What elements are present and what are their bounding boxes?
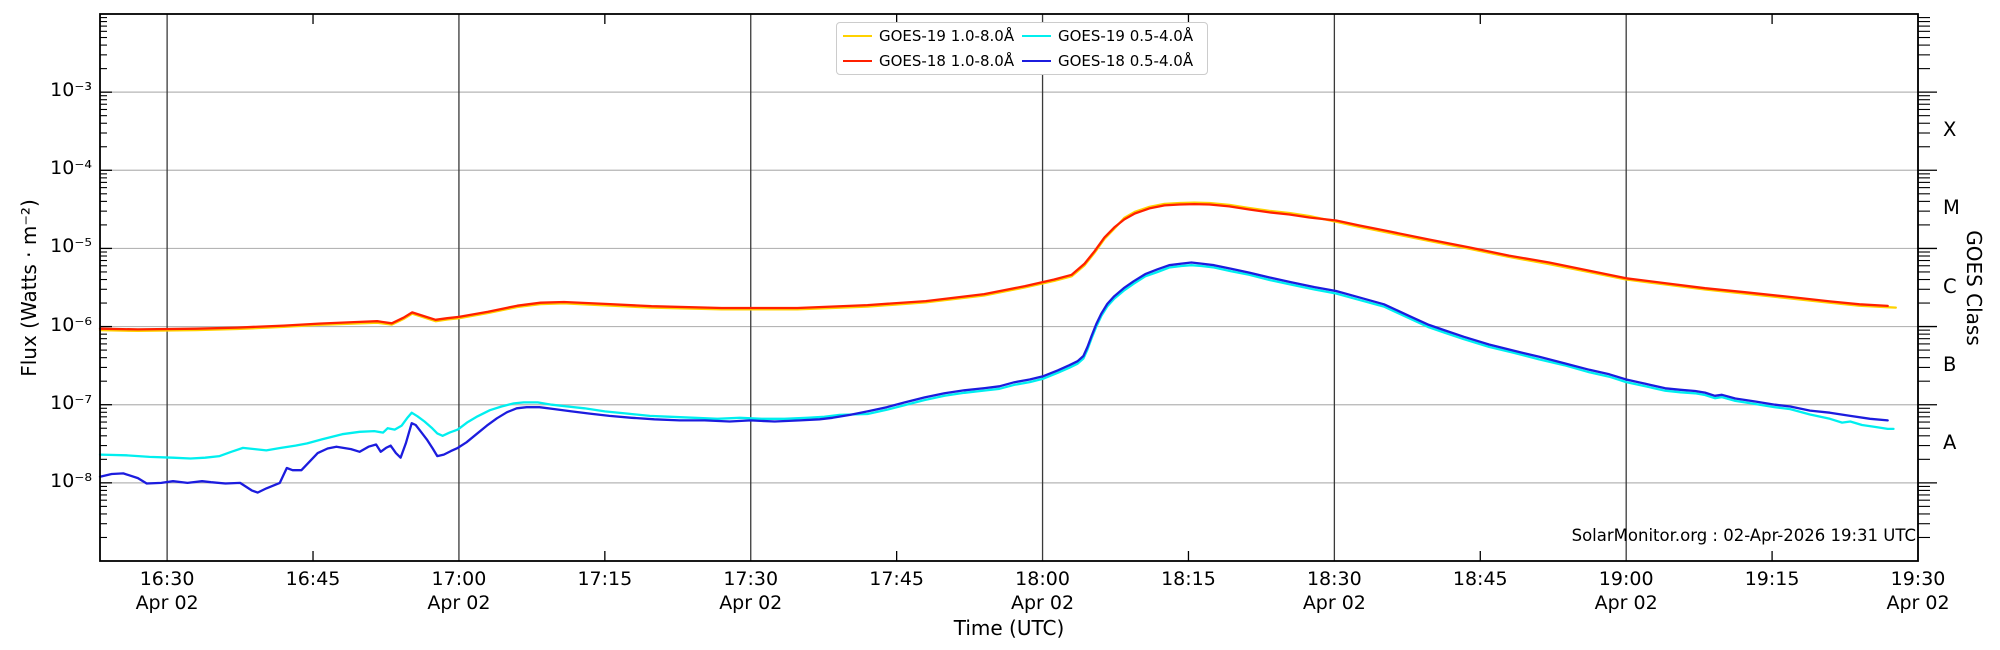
goes-class-label: A: [1943, 430, 1957, 454]
x-tick-date-label: Apr 02: [427, 592, 491, 614]
x-tick-label: 16:30: [139, 568, 195, 590]
x-tick-date-label: Apr 02: [135, 592, 199, 614]
series-line-goes18-long: [98, 202, 1889, 331]
x-tick-label: 17:00: [431, 568, 487, 590]
x-tick-date-label: Apr 02: [1594, 592, 1658, 614]
y-axis-title: Flux (Watts · m⁻²): [17, 199, 41, 377]
y-tick-label: 10⁻³: [50, 79, 92, 102]
legend-label: GOES-18 0.5-4.0Å: [1058, 52, 1194, 71]
y-tick-label: 10⁻⁸: [50, 469, 92, 492]
x-tick-date-label: Apr 02: [719, 592, 783, 614]
x-tick-label: 18:30: [1306, 568, 1362, 590]
plot-border: [99, 13, 1919, 562]
goes-class-label: C: [1943, 274, 1957, 298]
goes-class-label: X: [1943, 118, 1957, 142]
legend-label: GOES-19 1.0-8.0Å: [879, 26, 1015, 45]
x-tick-label: 18:45: [1452, 568, 1508, 590]
x-tick-date-label: Apr 02: [1011, 592, 1075, 614]
y-tick-label: 10⁻⁷: [50, 391, 92, 414]
legend-item-goes19-short: GOES-19 0.5-4.0Å: [1022, 27, 1201, 45]
legend-item-goes18-long: GOES-18 1.0-8.0Å: [843, 52, 1022, 70]
legend-label: GOES-18 1.0-8.0Å: [879, 52, 1015, 71]
legend-item-goes19-long: GOES-19 1.0-8.0Å: [843, 27, 1022, 45]
legend-swatch-goes18-long-icon: [843, 60, 872, 63]
x-axis-title: Time (UTC): [953, 616, 1065, 640]
x-tick-date-label: Apr 02: [1302, 592, 1366, 614]
legend-item-goes18-short: GOES-18 0.5-4.0Å: [1022, 52, 1201, 70]
x-tick-date-label: Apr 02: [1886, 592, 1950, 614]
x-tick-label: 17:30: [723, 568, 779, 590]
legend-swatch-goes18-short-icon: [1022, 60, 1051, 63]
x-tick-label: 17:45: [869, 568, 925, 590]
legend-swatch-goes19-long-icon: [843, 34, 872, 37]
series-line-goes19-short: [98, 264, 1895, 460]
x-tick-label: 19:00: [1598, 568, 1654, 590]
x-tick-label: 18:00: [1015, 568, 1070, 590]
x-tick-label: 19:15: [1744, 568, 1800, 590]
x-tick-label: 16:45: [285, 568, 341, 590]
y-tick-label: 10⁻⁵: [50, 235, 92, 258]
series-line-goes18-short: [98, 261, 1889, 494]
source-timestamp-annotation: SolarMonitor.org : 02-Apr-2026 19:31 UTC: [1571, 526, 1916, 545]
y-tick-label: 10⁻⁴: [50, 157, 92, 180]
chart-legend: GOES-19 1.0-8.0Å GOES-18 1.0-8.0Å GOES-1…: [836, 22, 1208, 75]
legend-swatch-goes19-short-icon: [1022, 34, 1051, 37]
y-tick-label: 10⁻⁶: [50, 313, 92, 336]
goes-class-label: B: [1943, 352, 1957, 376]
x-tick-label: 17:15: [577, 568, 633, 590]
x-tick-label: 19:30: [1890, 568, 1946, 590]
legend-label: GOES-19 0.5-4.0Å: [1058, 26, 1194, 45]
goes-class-label: M: [1943, 196, 1960, 220]
right-axis-title: GOES Class: [1962, 230, 1986, 346]
x-tick-label: 18:15: [1161, 568, 1216, 590]
